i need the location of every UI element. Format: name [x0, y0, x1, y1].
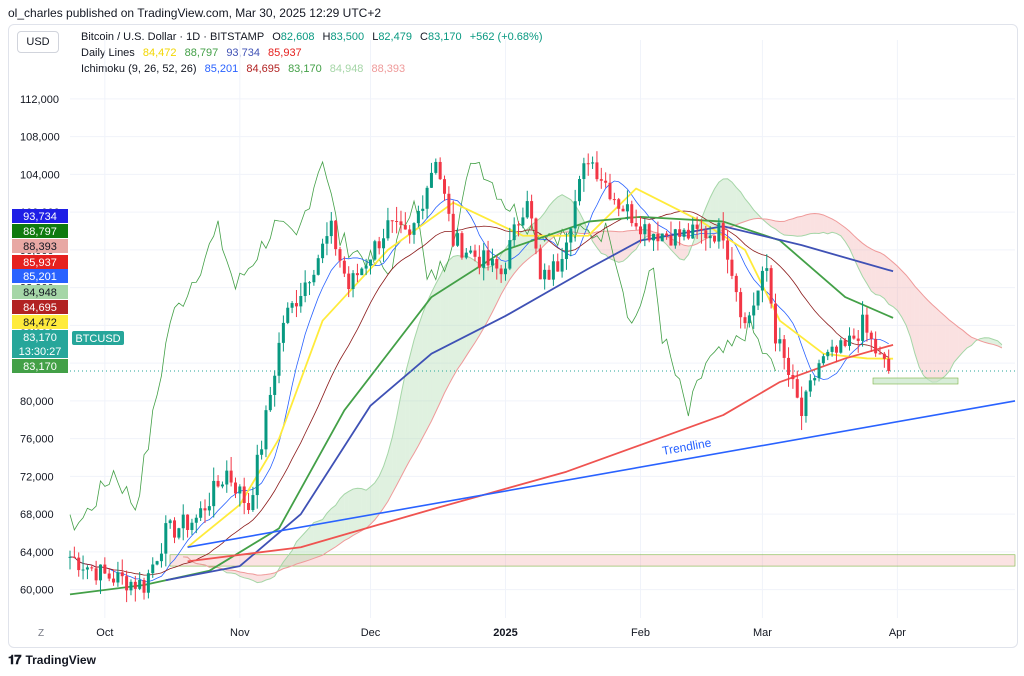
daily-lines-legend[interactable]: Daily Lines 84,472 88,797 93,734 85,937 [81, 45, 547, 61]
ichimoku-legend[interactable]: Ichimoku (9, 26, 52, 26) 85,201 84,695 8… [81, 61, 547, 77]
high-value: 83,500 [330, 31, 365, 43]
ichimoku-value-3: 83,170 [288, 63, 322, 75]
symbol-title: Bitcoin / U.S. Dollar · 1D · BITSTAMP [81, 31, 265, 43]
footer-brand-label: TradingView [25, 653, 96, 667]
daily-lines-label: Daily Lines [81, 47, 135, 59]
footer-brand: 𝟏𝟕 TradingView [8, 652, 96, 668]
close-value: 83,170 [427, 31, 462, 43]
change-value: +562 (+0.68%) [469, 31, 543, 43]
low-label: L [372, 31, 379, 43]
high-label: H [322, 31, 331, 43]
ichimoku-value-4: 84,948 [329, 63, 364, 75]
open-label: O [272, 31, 281, 43]
currency-button[interactable]: USD [17, 31, 59, 53]
ichimoku-label: Ichimoku (9, 26, 52, 26) [81, 63, 197, 75]
low-value: 82,479 [378, 31, 412, 43]
publisher-line: ol_charles published on TradingView.com,… [8, 6, 382, 20]
symbol-line[interactable]: Bitcoin / U.S. Dollar · 1D · BITSTAMP O8… [81, 29, 547, 45]
ichimoku-value-1: 85,201 [204, 63, 239, 75]
chart-frame[interactable]: USD Bitcoin / U.S. Dollar · 1D · BITSTAM… [8, 24, 1018, 648]
open-value: 82,608 [280, 31, 315, 43]
daily-line-value-1: 84,472 [142, 47, 177, 59]
ichimoku-value-5: 88,393 [371, 63, 406, 75]
daily-line-value-4: 85,937 [268, 47, 302, 59]
daily-line-value-2: 88,797 [184, 47, 219, 59]
daily-line-value-3: 93,734 [226, 47, 260, 59]
tradingview-logo-icon: 𝟏𝟕 [8, 652, 22, 667]
chart-legend: Bitcoin / U.S. Dollar · 1D · BITSTAMP O8… [81, 29, 547, 77]
ichimoku-value-2: 84,695 [246, 63, 280, 75]
close-label: C [420, 31, 428, 43]
